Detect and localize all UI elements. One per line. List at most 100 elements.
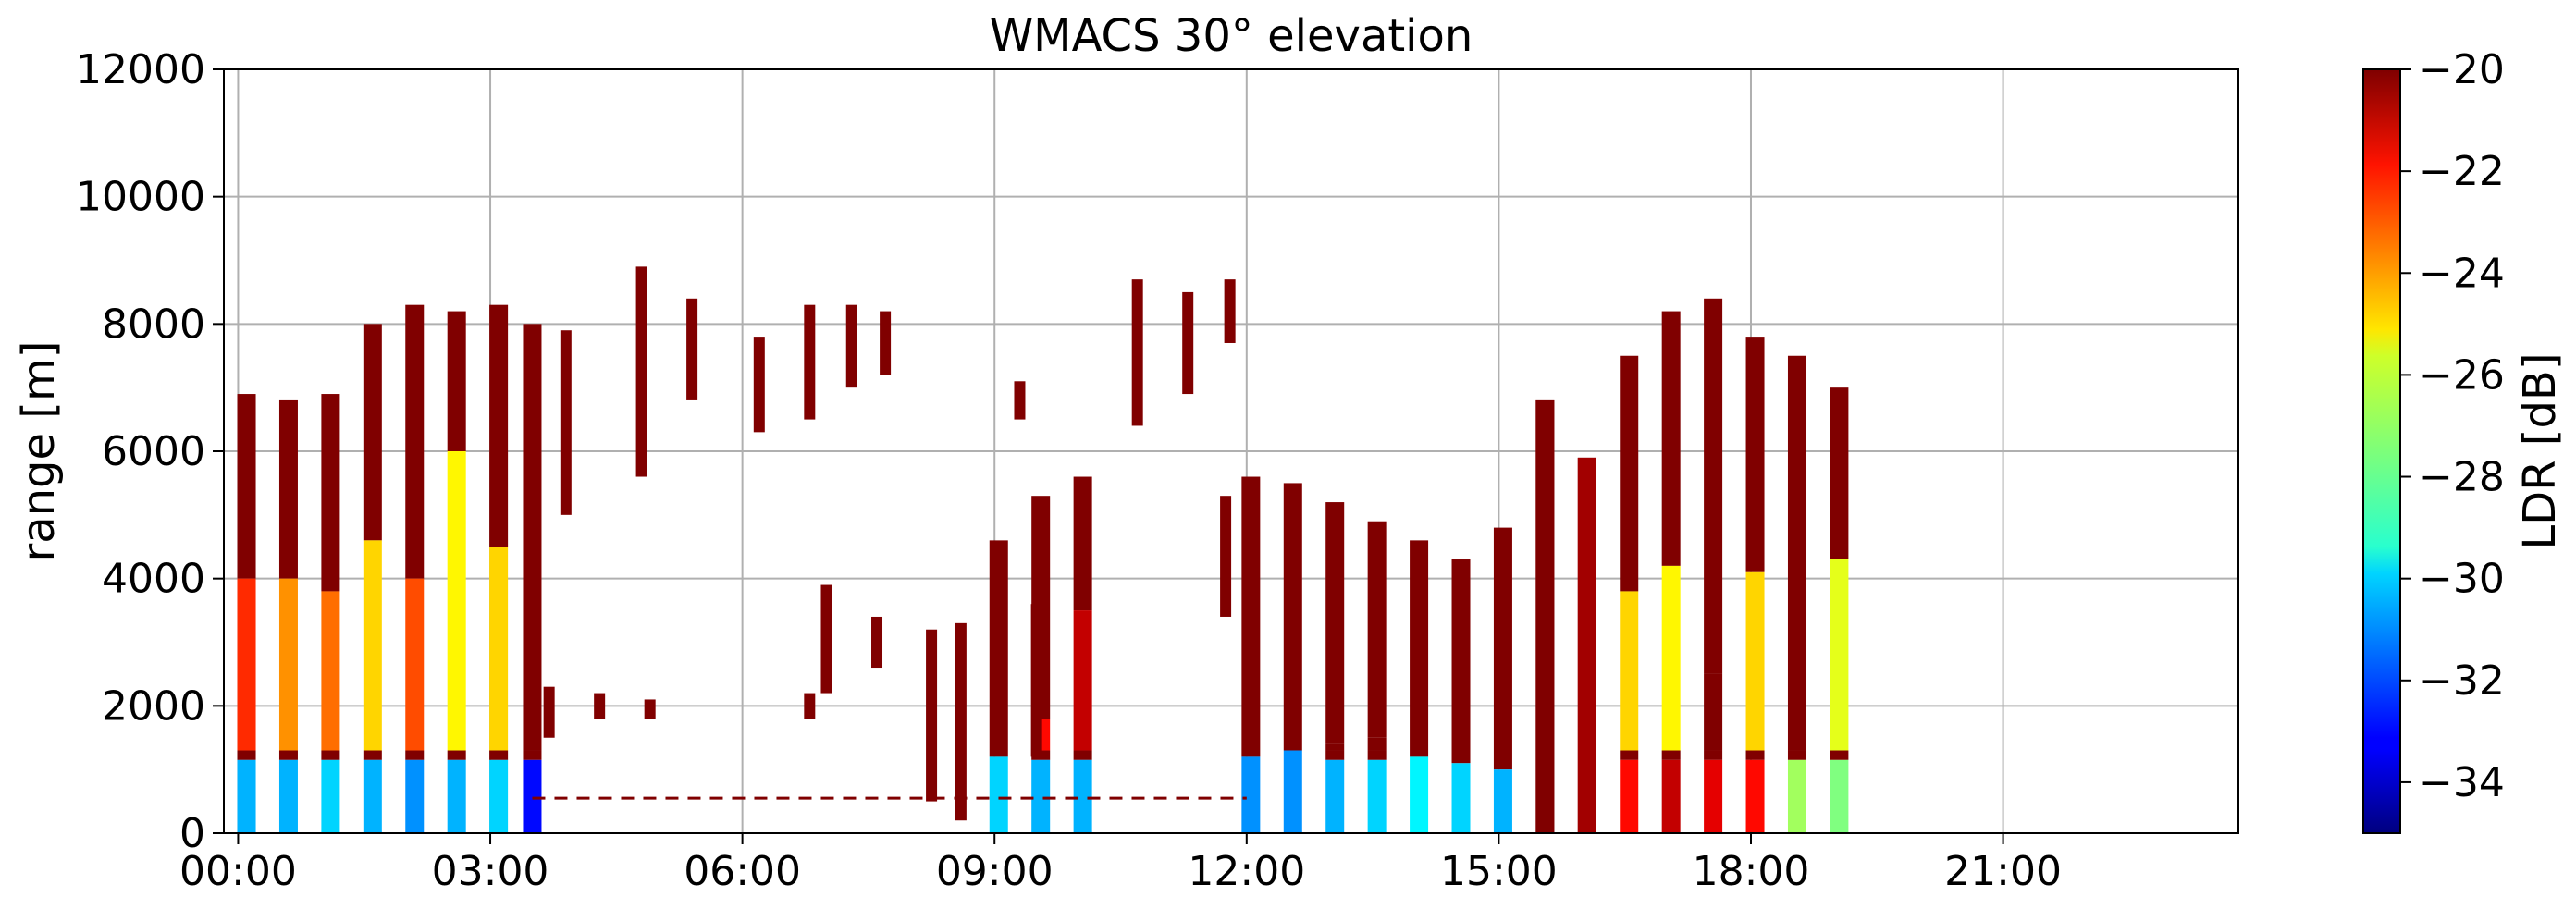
stripe-lower-segment — [1661, 759, 1681, 833]
stripe-melting-layer — [405, 750, 425, 760]
scattered-echo — [686, 298, 698, 400]
stripe-lower-segment — [1620, 759, 1639, 833]
stripe-upper-segment — [1283, 483, 1302, 751]
y-axis: 0 2000 4000 6000 8000 10000 12000 — [76, 46, 224, 857]
stripe-lower-segment — [1577, 457, 1596, 833]
x-tick-label: 00:00 — [179, 848, 297, 895]
stripe-upper-segment — [523, 324, 542, 706]
colorbar-tick-label: −22 — [2419, 148, 2505, 195]
scattered-echo — [644, 699, 656, 719]
stripe-upper-segment — [1073, 476, 1092, 611]
stripe-lower-segment — [489, 759, 509, 833]
stripe-mid-segment — [523, 706, 542, 751]
stripe-melting-layer — [321, 750, 340, 760]
stripe-melting-layer — [523, 750, 542, 760]
y-tick-label: 2000 — [102, 682, 205, 730]
stripe-upper-segment — [1787, 355, 1806, 706]
scattered-echo — [635, 266, 647, 477]
stripe-mid-segment — [321, 591, 340, 751]
y-tick-label: 6000 — [102, 428, 205, 475]
stripe-upper-segment — [1451, 559, 1471, 764]
stripe-mid-segment — [1830, 559, 1849, 751]
stripe-upper-segment — [1241, 476, 1261, 757]
stripe-mid-segment — [405, 578, 425, 751]
stripe-lower-segment — [989, 756, 1008, 833]
ldr-profile-stripe — [237, 394, 256, 833]
stripe-lower-segment — [405, 759, 425, 833]
scattered-echo — [955, 622, 967, 821]
stripe-mid-segment — [447, 451, 466, 751]
colorbar-ticks: −20 −22 −24 −26 −28 −30 −32 −34 — [2400, 46, 2505, 806]
ldr-profile-stripe — [1830, 387, 1849, 833]
ldr-profile-stripe — [523, 324, 542, 833]
stripe-upper-segment — [989, 540, 1008, 757]
ldr-profile-stripe — [1283, 483, 1302, 833]
colorbar-tick-label: −30 — [2419, 556, 2505, 603]
scattered-echo — [1224, 279, 1236, 343]
stripe-upper-segment — [489, 304, 509, 547]
stripe-lower-segment — [1367, 759, 1387, 833]
stripe-melting-layer — [1073, 750, 1092, 760]
x-tick-label: 12:00 — [1188, 848, 1305, 895]
scattered-echo — [804, 304, 816, 420]
stripe-upper-segment — [405, 304, 425, 579]
stripe-lower-segment — [447, 759, 466, 833]
colorbar-tick-label: −32 — [2419, 657, 2505, 705]
scattered-echo — [820, 584, 832, 694]
colorbar-label: LDR [dB] — [2514, 352, 2566, 549]
scattered-echo — [1131, 279, 1143, 426]
scattered-echo — [753, 337, 765, 433]
stripe-lower-segment — [523, 759, 542, 833]
stripe-mid-segment — [1367, 737, 1387, 751]
stripe-upper-segment — [321, 394, 340, 592]
ldr-profile-stripe — [1661, 311, 1681, 833]
scattered-echo — [845, 304, 857, 388]
colorbar-tick-label: −28 — [2419, 454, 2505, 501]
colorbar-tick-label: −24 — [2419, 250, 2505, 297]
stripe-lower-segment — [1410, 756, 1429, 833]
stripe-upper-segment — [1745, 337, 1765, 572]
x-tick-label: 09:00 — [936, 848, 1054, 895]
stripe-melting-layer — [363, 750, 382, 760]
stripe-mid-segment — [1745, 571, 1765, 751]
ldr-profile-stripe — [447, 311, 466, 833]
stripe-upper-segment — [1830, 387, 1849, 560]
scattered-echo — [1220, 496, 1232, 617]
ldr-profile-stripe — [1745, 337, 1765, 833]
stripe-lower-segment — [1493, 769, 1512, 833]
ldr-profile-stripe — [1493, 527, 1512, 833]
stripe-lower-segment — [1704, 759, 1723, 833]
stripe-lower-segment — [1241, 756, 1261, 833]
x-tick-label: 15:00 — [1440, 848, 1558, 895]
x-tick-label: 03:00 — [432, 848, 549, 895]
colorbar-tick-label: −26 — [2419, 351, 2505, 399]
stripe-lower-segment — [1745, 759, 1765, 833]
scattered-echo — [926, 629, 938, 802]
stripe-mid-segment — [489, 547, 509, 751]
stripe-mid-segment — [278, 578, 298, 751]
stripe-upper-segment — [363, 324, 382, 541]
ldr-profile-stripe — [1620, 355, 1639, 833]
ldr-profile-stripe — [1451, 559, 1471, 833]
scattered-echo — [1030, 604, 1042, 757]
stripe-lower-segment — [1830, 759, 1849, 833]
ldr-profile-stripe — [1325, 502, 1345, 833]
stripe-melting-layer — [1704, 750, 1723, 760]
stripe-lower-segment — [1535, 399, 1555, 833]
stripe-upper-segment — [447, 311, 466, 451]
stripe-lower-segment — [1325, 759, 1345, 833]
ldr-profile-stripe — [989, 540, 1008, 833]
x-tick-label: 06:00 — [684, 848, 801, 895]
stripe-lower-segment — [1031, 759, 1051, 833]
stripe-melting-layer — [1367, 750, 1387, 760]
ldr-profile-stripe — [1410, 540, 1429, 833]
y-tick-label: 10000 — [76, 174, 205, 221]
stripe-upper-segment — [1704, 298, 1723, 674]
stripe-lower-segment — [1451, 763, 1471, 833]
stripe-lower-segment — [1073, 759, 1092, 833]
stripe-mid-segment — [1704, 673, 1723, 751]
stripe-upper-segment — [1410, 540, 1429, 757]
ldr-profile-stripe — [489, 304, 509, 833]
stripe-melting-layer — [1787, 750, 1806, 760]
ldr-profile-stripe — [1367, 521, 1387, 833]
